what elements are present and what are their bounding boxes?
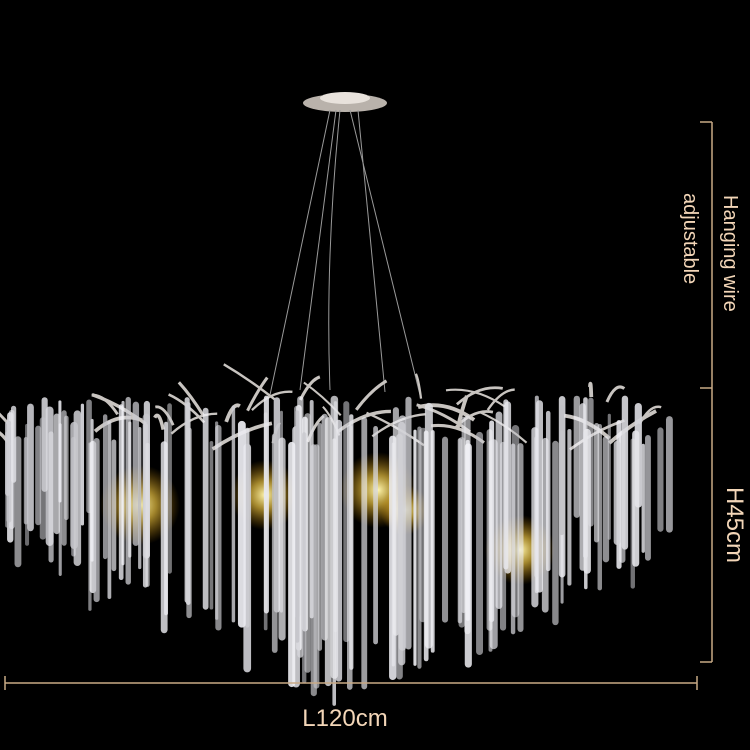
height-label: H45cm [721,487,748,563]
branch [486,388,515,411]
crystal-strand [330,395,339,679]
crystal-strand [5,421,11,496]
chandelier [0,92,673,706]
crystal-strand [209,441,214,610]
crystal-strand [495,411,503,610]
wire-label-line1: Hanging wire [719,195,741,312]
crystal-strand [510,443,516,635]
crystal-strand [324,417,332,687]
crystal-strand [665,416,673,533]
crystal-strand [645,435,651,561]
crystal-strand [613,440,621,545]
hanging-wires [269,109,421,396]
crystal-strand [184,397,190,603]
branch [337,409,391,433]
crystal-strand [517,443,524,632]
crystal-strand [476,431,484,655]
crystal-strand [215,421,219,620]
crystal-strand [93,437,100,603]
crystal-strand [231,405,236,623]
crystal-strand [430,430,435,653]
canopy-top [320,92,370,104]
crystal-strand [288,441,296,688]
branch [223,363,276,401]
crystal-strand [302,432,307,684]
crystal-strand [457,438,463,624]
branch [153,413,165,430]
branch [588,381,594,398]
crystal-strand [632,430,640,567]
crystal-strand [118,404,124,581]
crystal-strand [107,420,112,599]
crystal-strand [138,426,142,570]
crystal-strand [464,443,472,668]
branch [170,412,218,435]
crystal-strand [102,414,108,560]
branch [355,379,388,411]
crystal-strand [145,442,150,587]
crystal-strand [486,429,493,631]
branch [414,373,423,399]
crystal-strand [295,410,300,643]
crystal-strand [35,425,42,526]
branch [455,386,503,406]
dimension-lines [4,121,713,690]
crystal-strand [58,423,62,576]
crystal-strand [10,405,17,483]
crystal-strand [594,422,600,543]
crystal-strand [607,413,611,540]
crystal-strand [541,437,549,613]
crystal-strand [14,436,22,568]
crystal-strand [573,395,580,518]
crystal-strand [361,417,368,690]
crystal-strand [53,413,60,535]
crystal-strand [278,437,286,641]
crystal-strand [584,430,588,590]
crystal-strand [392,407,399,636]
crystal-strand [48,431,54,563]
crystal-strand [398,421,406,666]
crystal-strand [167,403,172,574]
crystal-strand [413,429,417,666]
crystal-strand [657,427,664,532]
crystal-strand [271,433,278,653]
crystal-strand [641,443,645,553]
length-label: L120cm [302,705,387,732]
crystal-strand [132,401,140,546]
crystal-strand [588,397,594,527]
crystal-strand [503,399,509,570]
crystal-strand [202,407,209,610]
crystal-strand [373,425,378,645]
crystal-strand [80,403,85,526]
crystal-strand [25,423,30,546]
branch [479,411,528,444]
wire-label-line2: adjustable [679,193,701,284]
crystal-strand [128,421,132,558]
crystal-strand [237,420,246,628]
crystal-strand [602,436,610,563]
branch [605,385,626,403]
crystal-strand [346,424,353,690]
crystal-strand [621,395,629,550]
branch [251,390,293,411]
crystal-strand [70,421,78,549]
crystal-strand [442,436,449,623]
crystal-strand [164,421,169,616]
crystal-strand [552,440,559,626]
crystal-strand [64,415,69,521]
crystal-strand [405,396,412,650]
branch [246,376,269,412]
crystal-strand [567,428,572,586]
branch [177,381,205,417]
crystal-strand [531,427,539,608]
crystal-strand [263,395,269,614]
crystal-strand [39,417,46,540]
branch [607,409,657,445]
crystal-strand [111,439,117,572]
crystal-strand [309,400,314,619]
crystal-strand [559,405,565,536]
crystal-strand [423,430,429,662]
